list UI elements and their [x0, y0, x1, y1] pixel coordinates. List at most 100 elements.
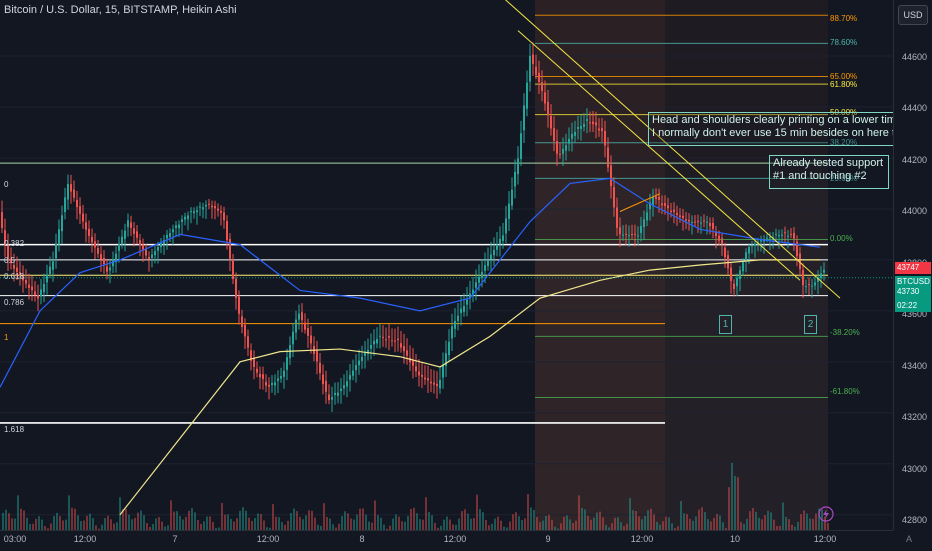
volume-bar	[389, 525, 391, 530]
volume-bar	[236, 518, 238, 530]
volume-bar	[419, 519, 421, 530]
chart-title: Bitcoin / U.S. Dollar, 15, BITSTAMP, Hei…	[4, 4, 237, 16]
candle-body	[658, 196, 660, 201]
candle-body	[169, 233, 171, 237]
volume-bar	[542, 520, 544, 530]
candle-body	[730, 267, 732, 282]
volume-bar	[536, 517, 538, 530]
auto-scale-toggle[interactable]: A	[906, 534, 913, 544]
candle-body	[808, 284, 810, 286]
volume-bar	[560, 523, 562, 530]
volume-bar	[770, 512, 772, 530]
volume-bar	[371, 522, 373, 530]
time-tick: 12:00	[73, 534, 97, 544]
volume-bar	[170, 500, 172, 530]
price-chart-svg[interactable]	[0, 0, 893, 530]
candle-body	[1, 212, 3, 229]
volume-bar	[350, 518, 352, 530]
volume-bar	[122, 508, 124, 530]
support-note[interactable]: Already tested support #1 and touching #…	[769, 155, 889, 189]
volume-bar	[320, 525, 322, 530]
volume-bar	[308, 510, 310, 530]
candle-body	[94, 241, 96, 248]
volume-bar	[500, 520, 502, 530]
candle-body	[115, 253, 117, 263]
volume-bar	[167, 525, 169, 530]
volume-bar	[35, 518, 37, 530]
candle-body	[64, 197, 66, 212]
volume-bar	[185, 516, 187, 530]
candle-body	[154, 251, 156, 256]
volume-bar	[89, 513, 91, 530]
candle-body	[781, 234, 783, 236]
volume-bar	[218, 527, 220, 530]
volume-bar	[761, 519, 763, 530]
candle-body	[484, 265, 486, 271]
candle-body	[679, 215, 681, 217]
candle-body	[232, 259, 234, 280]
candle-body	[682, 215, 684, 219]
volume-bar	[470, 518, 472, 530]
marker-2[interactable]: 2	[804, 315, 817, 334]
volume-bar	[176, 511, 178, 530]
candle-body	[4, 230, 6, 246]
candle-body	[400, 343, 402, 348]
volume-bar	[596, 512, 598, 530]
candle-body	[379, 335, 381, 337]
volume-bar	[29, 524, 31, 530]
candle-body	[142, 244, 144, 251]
volume-bar	[590, 519, 592, 530]
volume-bar	[626, 523, 628, 530]
fib-label-65: 65.00%	[830, 72, 858, 81]
level-label-0382: 0.382	[4, 239, 25, 248]
volume-bar	[800, 514, 802, 530]
volume-bar	[407, 515, 409, 530]
fib-label-786: 78.60%	[830, 38, 858, 47]
volume-bar	[698, 509, 700, 530]
volume-bar	[632, 510, 634, 530]
candle-body	[541, 82, 543, 92]
volume-bar	[287, 520, 289, 530]
candle-body	[589, 122, 591, 124]
price-axis[interactable]: USD 44600 44400 44200 44000 43800 43600 …	[893, 0, 932, 530]
price-tick: 44000	[902, 206, 928, 216]
candle-body	[544, 92, 546, 104]
volume-bar	[779, 525, 781, 530]
volume-bar	[26, 517, 28, 530]
candle-body	[460, 308, 462, 313]
volume-bar	[797, 521, 799, 530]
currency-button[interactable]: USD	[898, 5, 928, 25]
time-axis[interactable]: 03:00 12:00 7 12:00 8 12:00 9 12:00 10 1…	[0, 530, 893, 551]
fib-label-887: 88.70%	[830, 14, 858, 23]
candle-body	[760, 240, 762, 242]
volume-bar	[641, 519, 643, 530]
candle-body	[514, 171, 516, 187]
candle-body	[706, 221, 708, 223]
volume-bar	[785, 516, 787, 530]
volume-bar	[80, 521, 82, 530]
volume-bar	[191, 508, 193, 530]
head-shoulders-note[interactable]: Head and shoulders clearly printing on a…	[648, 112, 893, 146]
candle-body	[787, 235, 789, 237]
candle-body	[133, 228, 135, 234]
volume-bar	[356, 514, 358, 530]
candle-body	[655, 196, 657, 199]
chart-area[interactable]: Bitcoin / U.S. Dollar, 15, BITSTAMP, Hei…	[0, 0, 893, 530]
volume-bar	[563, 516, 565, 530]
volume-bar	[95, 525, 97, 530]
candle-body	[160, 243, 162, 248]
volume-bar	[803, 510, 805, 530]
candle-body	[361, 356, 363, 361]
marker-1[interactable]: 1	[719, 315, 732, 334]
moving-average-blue	[0, 177, 821, 388]
volume-bar	[146, 523, 148, 530]
candle-body	[580, 126, 582, 129]
volume-bar	[410, 508, 412, 530]
volume-bar	[116, 522, 118, 530]
volume-bar	[98, 528, 100, 530]
candle-body	[778, 235, 780, 237]
candle-body	[79, 206, 81, 214]
time-tick: 8	[359, 534, 365, 544]
volume-bar	[551, 519, 553, 530]
candle-body	[511, 189, 513, 206]
